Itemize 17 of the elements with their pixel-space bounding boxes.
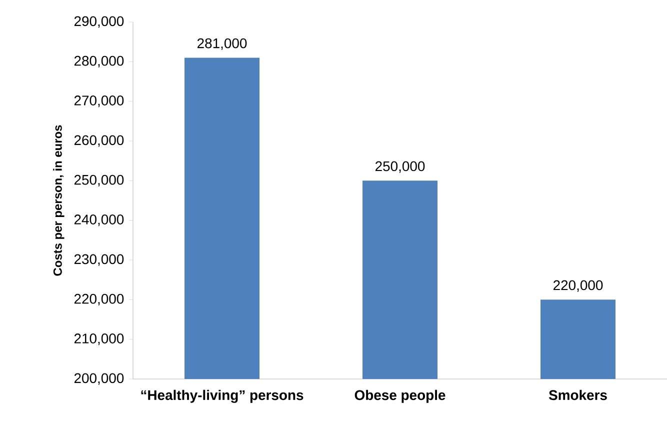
y-tick-label: 240,000 bbox=[74, 214, 124, 226]
data-label: 250,000 bbox=[375, 161, 425, 173]
x-tick-label: Smokers bbox=[548, 390, 607, 400]
x-tick-label: Obese people bbox=[354, 390, 446, 403]
y-tick-label: 260,000 bbox=[74, 135, 124, 147]
y-tick-label: 270,000 bbox=[74, 96, 124, 108]
y-tick-label: 210,000 bbox=[74, 334, 124, 346]
y-tick-label: 290,000 bbox=[74, 16, 124, 28]
data-label: 281,000 bbox=[197, 38, 247, 50]
y-axis-title: Costs per person, in euros bbox=[53, 125, 64, 276]
y-tick-label: 280,000 bbox=[74, 56, 124, 68]
y-tick-label: 230,000 bbox=[74, 254, 124, 266]
x-tick-label: “Healthy-living” persons bbox=[141, 390, 304, 403]
data-label: 220,000 bbox=[554, 280, 603, 292]
y-tick-label: 220,000 bbox=[74, 294, 124, 306]
y-tick-label: 250,000 bbox=[74, 174, 124, 186]
y-tick-label: 200,000 bbox=[74, 373, 124, 385]
